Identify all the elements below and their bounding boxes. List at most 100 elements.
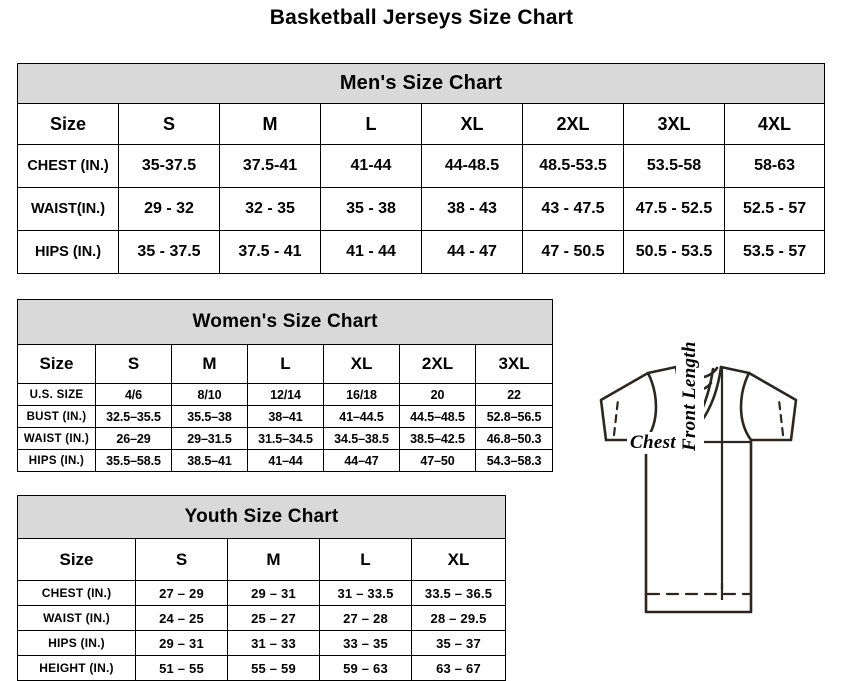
youth-table-title-row: Youth Size Chart [16,495,507,539]
youth-header-s: S [135,538,228,581]
womens-waist-s: 26–29 [95,427,172,450]
youth-height-xl: 63 – 67 [410,655,507,681]
mens-chest-xl: 44-48.5 [421,144,523,188]
table-row: HEIGHT (IN.) 51 – 55 55 – 59 59 – 63 63 … [17,655,507,681]
youth-waist-s: 24 – 25 [135,605,228,631]
front-length-measurement-label: Front Length [676,341,704,451]
youth-chest-s: 27 – 29 [135,580,228,606]
table-row: CHEST (IN.) 35-37.5 37.5-41 41-44 44-48.… [17,144,826,188]
womens-us-size-s: 4/6 [95,383,172,406]
womens-header-m: M [171,344,248,384]
womens-us-size-2xl: 20 [399,383,476,406]
womens-hips-m: 38.5–41 [171,449,248,472]
table-row: CHEST (IN.) 27 – 29 29 – 31 31 – 33.5 33… [17,580,507,606]
mens-table-header-row: Size S M L XL 2XL 3XL 4XL [17,103,826,145]
womens-table-title: Women's Size Chart [16,299,554,345]
mens-waist-4xl: 52.5 - 57 [723,187,826,231]
womens-waist-3xl: 46.8–50.3 [474,427,554,450]
womens-bust-s: 32.5–35.5 [95,405,172,428]
womens-bust-xl: 41–44.5 [323,405,400,428]
mens-waist-s: 29 - 32 [118,187,220,231]
womens-bust-2xl: 44.5–48.5 [399,405,476,428]
womens-hips-l: 41–44 [247,449,324,472]
womens-bust-m: 35.5–38 [171,405,248,428]
mens-hips-m: 37.5 - 41 [219,230,321,274]
youth-header-m: M [227,538,320,581]
mens-hips-l: 41 - 44 [320,230,422,274]
youth-table-title: Youth Size Chart [16,495,507,539]
womens-header-3xl: 3XL [474,344,554,384]
womens-waist-m: 29–31.5 [171,427,248,450]
youth-table-header-row: Size S M L XL [17,538,507,581]
youth-header-l: L [319,538,412,581]
mens-chest-m: 37.5-41 [219,144,321,188]
youth-waist-m: 25 – 27 [227,605,320,631]
table-row: BUST (IN.) 32.5–35.5 35.5–38 38–41 41–44… [17,405,554,428]
table-row: HIPS (IN.) 35.5–58.5 38.5–41 41–44 44–47… [17,449,554,472]
mens-chest-2xl: 48.5-53.5 [522,144,624,188]
mens-size-chart-table: Men's Size Chart Size S M L XL 2XL 3XL 4… [16,63,826,274]
womens-size-chart-table: Women's Size Chart Size S M L XL 2XL 3XL… [16,299,554,472]
mens-table-title-row: Men's Size Chart [16,63,826,104]
womens-row-label-bust: BUST (IN.) [17,405,96,428]
womens-us-size-m: 8/10 [171,383,248,406]
womens-hips-2xl: 47–50 [399,449,476,472]
mens-hips-s: 35 - 37.5 [118,230,220,274]
mens-table-title: Men's Size Chart [16,63,826,104]
mens-header-2xl: 2XL [522,103,624,145]
mens-chest-s: 35-37.5 [118,144,220,188]
mens-header-4xl: 4XL [723,103,826,145]
youth-hips-m: 31 – 33 [227,630,320,656]
youth-hips-s: 29 – 31 [135,630,228,656]
youth-height-s: 51 – 55 [135,655,228,681]
youth-row-label-height: HEIGHT (IN.) [17,655,136,681]
youth-row-label-hips: HIPS (IN.) [17,630,136,656]
table-row: U.S. SIZE 4/6 8/10 12/14 16/18 20 22 [17,383,554,406]
womens-waist-l: 31.5–34.5 [247,427,324,450]
youth-hips-l: 33 – 35 [319,630,412,656]
womens-bust-3xl: 52.8–56.5 [474,405,554,428]
mens-row-label-chest: CHEST (IN.) [17,144,119,188]
womens-header-2xl: 2XL [399,344,476,384]
youth-chest-l: 31 – 33.5 [319,580,412,606]
womens-hips-s: 35.5–58.5 [95,449,172,472]
womens-table-header-row: Size S M L XL 2XL 3XL [17,344,554,384]
youth-header-xl: XL [410,538,507,581]
table-row: WAIST(IN.) 29 - 32 32 - 35 35 - 38 38 - … [17,187,826,231]
youth-row-label-chest: CHEST (IN.) [17,580,136,606]
youth-row-label-waist: WAIST (IN.) [17,605,136,631]
table-row: WAIST (IN.) 24 – 25 25 – 27 27 – 28 28 –… [17,605,507,631]
youth-size-chart-table: Youth Size Chart Size S M L XL CHEST (IN… [16,495,507,681]
mens-waist-l: 35 - 38 [320,187,422,231]
mens-hips-xl: 44 - 47 [421,230,523,274]
mens-header-m: M [219,103,321,145]
womens-waist-2xl: 38.5–42.5 [399,427,476,450]
mens-hips-3xl: 50.5 - 53.5 [623,230,725,274]
womens-hips-3xl: 54.3–58.3 [474,449,554,472]
womens-row-label-waist: WAIST (IN.) [17,427,96,450]
mens-hips-4xl: 53.5 - 57 [723,230,826,274]
chest-measurement-label: Chest [627,432,679,454]
mens-header-size: Size [17,103,119,145]
mens-waist-xl: 38 - 43 [421,187,523,231]
mens-waist-2xl: 43 - 47.5 [522,187,624,231]
womens-header-xl: XL [323,344,400,384]
youth-chest-xl: 33.5 – 36.5 [410,580,507,606]
youth-height-m: 55 – 59 [227,655,320,681]
mens-header-xl: XL [421,103,523,145]
table-row: WAIST (IN.) 26–29 29–31.5 31.5–34.5 34.5… [17,427,554,450]
mens-waist-3xl: 47.5 - 52.5 [623,187,725,231]
womens-waist-xl: 34.5–38.5 [323,427,400,450]
table-row: HIPS (IN.) 29 – 31 31 – 33 33 – 35 35 – … [17,630,507,656]
womens-header-size: Size [17,344,96,384]
youth-height-l: 59 – 63 [319,655,412,681]
mens-waist-m: 32 - 35 [219,187,321,231]
womens-row-label-us-size: U.S. SIZE [17,383,96,406]
mens-chest-3xl: 53.5-58 [623,144,725,188]
womens-us-size-3xl: 22 [474,383,554,406]
youth-chest-m: 29 – 31 [227,580,320,606]
mens-chest-4xl: 58-63 [723,144,826,188]
womens-hips-xl: 44–47 [323,449,400,472]
womens-table-title-row: Women's Size Chart [16,299,554,345]
womens-row-label-hips: HIPS (IN.) [17,449,96,472]
